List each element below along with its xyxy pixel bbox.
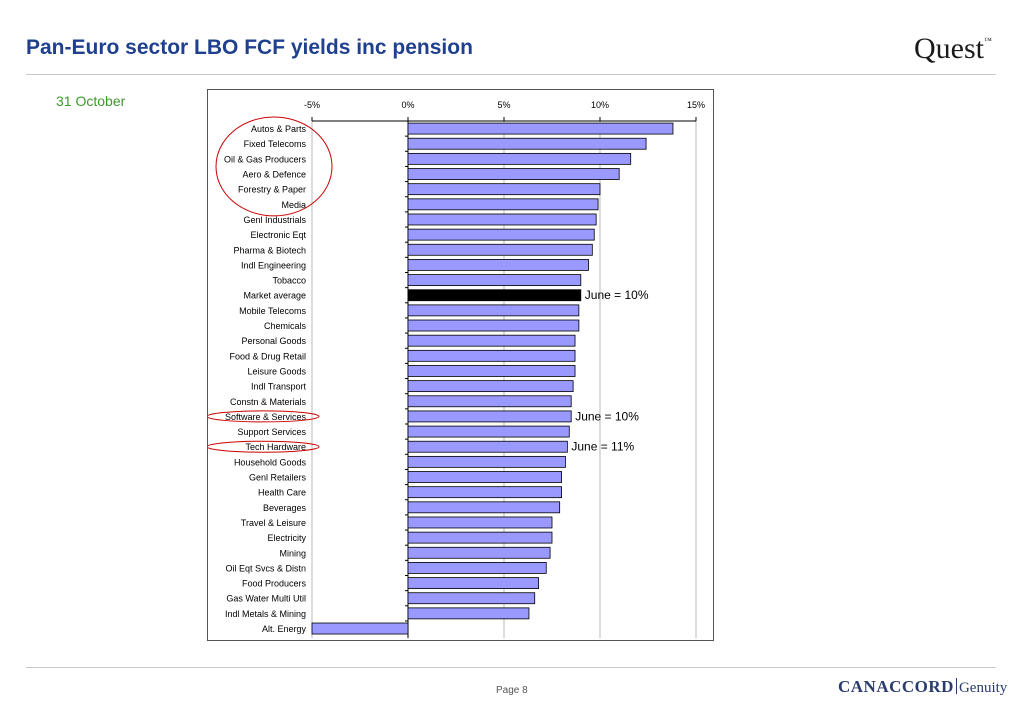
page-title: Pan-Euro sector LBO FCF yields inc pensi… [26,36,473,59]
category-label: Support Services [237,427,306,437]
x-tick-label: 10% [591,100,609,110]
highlight-circle [208,410,320,423]
quest-logo-text: Quest [914,32,984,65]
bar [407,168,620,180]
bar [407,243,593,256]
quest-logo-trademark: ™ [984,36,992,45]
bar [407,274,582,286]
brand-secondary: Genuity [958,680,1008,696]
bar [407,334,576,347]
date-label: 31 October [56,93,126,109]
chart-frame: -5% 0% 5% 10% 15% Autos & Parts Fixed Telecoms… [207,89,714,641]
bar [407,213,597,226]
bar [407,425,570,438]
bar [407,471,563,483]
category-label: Indl Metals & Mining [225,609,306,619]
canaccord-genuity-logo: CANACCORD Genuity [838,677,1007,697]
category-label: Constn & Materials [230,397,307,407]
bar [407,562,547,574]
x-tick-label: 15% [687,100,705,110]
bar [407,455,566,468]
category-label: Tobacco [272,276,306,286]
page-number: Page 8 [496,685,528,696]
bar [407,501,561,514]
data-annotation: June = 10% [575,409,639,423]
bar [407,440,568,453]
category-label: Genl Industrials [243,215,306,225]
bar [407,531,553,544]
bar [407,592,536,605]
bar [407,395,572,408]
category-label: Oil & Gas Producers [224,154,307,164]
bar [407,122,674,135]
category-label: Autos & Parts [251,124,307,134]
category-label: Leisure Goods [247,366,306,376]
brand-separator [955,678,957,694]
highlight-circle [208,440,320,453]
category-label: Oil Eqt Svcs & Distn [225,563,306,573]
bar [407,304,580,317]
bar [311,622,409,635]
category-label: Personal Goods [241,336,306,346]
brand-primary: CANACCORD [838,677,954,696]
category-label: Software & Services [225,412,307,422]
category-label: Chemicals [264,321,307,331]
category-label: Aero & Defence [242,170,306,180]
footer-divider [26,667,996,668]
bar [407,410,572,423]
category-label: Alt. Energy [262,624,307,634]
category-label: Tech Hardware [245,442,306,452]
bar [407,349,576,362]
bar [407,486,563,499]
data-annotation: June = 10% [585,288,649,302]
bar-chart: -5% 0% 5% 10% 15% Autos & Parts Fixed Telecoms… [208,100,705,639]
bar [407,228,595,241]
x-tick-label: 5% [497,100,510,110]
highlight-circle [215,116,333,217]
category-label: Beverages [263,503,307,513]
bar [407,259,589,271]
category-label: Travel & Leisure [241,518,306,528]
category-label: Food Producers [242,579,307,589]
category-label: Indl Transport [251,382,307,392]
category-label: Indl Engineering [241,260,306,270]
category-label: Market average [243,291,306,301]
x-tick-label: -5% [304,100,320,110]
bar [407,607,530,620]
category-label: Mobile Telecoms [239,306,306,316]
category-label: Media [281,200,306,210]
bar [407,380,574,393]
category-label: Forestry & Paper [238,185,306,195]
bar [407,577,539,589]
category-label: Gas Water Multi Util [226,594,306,604]
bar [407,183,601,196]
bar [407,546,551,559]
x-tick-label: 0% [401,100,414,110]
bar [407,137,647,150]
category-label: Household Goods [234,457,307,467]
bar [407,198,599,211]
quest-logo: Quest™ [914,32,992,66]
header-divider [26,74,996,75]
category-label: Fixed Telecoms [244,139,307,149]
category-label: Food & Drug Retail [229,351,306,361]
bar [407,289,582,302]
category-label: Genl Retailers [249,473,307,483]
category-label: Electronic Eqt [250,230,306,240]
bar [407,319,580,332]
category-label: Pharma & Biotech [233,245,306,255]
bar [407,516,553,529]
bar [407,152,632,165]
category-label: Mining [279,548,306,558]
category-label: Health Care [258,488,306,498]
bar [407,365,576,377]
category-label: Electricity [267,533,306,543]
data-annotation: June = 11% [571,440,634,454]
